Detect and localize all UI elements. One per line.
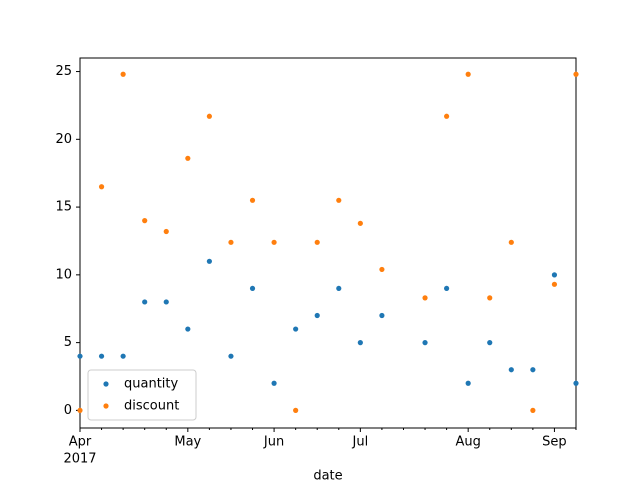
- data-point: [573, 71, 579, 77]
- data-point: [98, 353, 105, 359]
- data-point: [530, 367, 536, 373]
- data-point: [249, 197, 256, 203]
- data-point: [314, 239, 320, 245]
- legend-label: quantity: [124, 377, 179, 392]
- data-point: [142, 299, 148, 305]
- x-year-label: 2017: [63, 452, 96, 467]
- data-point: [206, 258, 212, 264]
- y-tick-label: 0: [64, 403, 72, 418]
- data-point: [314, 312, 320, 319]
- data-point: [336, 197, 342, 203]
- x-tick-label: Jul: [352, 435, 369, 450]
- legend-marker: [103, 381, 109, 387]
- data-point: [293, 407, 299, 413]
- data-point: [465, 71, 471, 77]
- y-tick-label: 15: [55, 200, 72, 215]
- data-point: [573, 380, 579, 386]
- x-tick-label: Aug: [455, 435, 480, 450]
- data-point: [142, 218, 148, 224]
- data-point: [551, 281, 558, 287]
- data-point: [357, 220, 363, 226]
- data-point: [163, 228, 169, 235]
- data-point: [379, 312, 385, 319]
- data-point: [444, 285, 450, 292]
- y-tick-label: 20: [55, 132, 72, 147]
- x-axis-label: date: [313, 469, 342, 480]
- data-point: [508, 239, 514, 245]
- data-point: [487, 340, 493, 346]
- data-point: [185, 326, 191, 332]
- legend-label: discount: [124, 399, 179, 414]
- data-point: [228, 239, 234, 245]
- data-point: [293, 326, 299, 332]
- data-point: [357, 340, 363, 346]
- data-point: [120, 353, 126, 359]
- data-point: [551, 272, 558, 278]
- data-point: [336, 285, 342, 292]
- data-point: [530, 407, 536, 413]
- legend-box: [87, 369, 197, 421]
- data-point: [163, 299, 169, 305]
- data-point: [185, 155, 191, 161]
- data-point: [422, 295, 428, 301]
- axes-frame: [79, 57, 577, 429]
- legend-marker: [103, 403, 109, 409]
- data-point: [271, 380, 277, 386]
- y-tick-label: 5: [64, 335, 72, 350]
- data-point: [77, 407, 83, 413]
- y-tick-label: 10: [55, 267, 72, 282]
- data-point: [465, 380, 471, 386]
- data-point: [271, 239, 277, 245]
- data-point: [487, 295, 493, 301]
- data-point: [379, 266, 385, 273]
- data-point: [228, 353, 234, 359]
- data-point: [206, 113, 212, 119]
- data-point: [508, 367, 514, 373]
- x-tick-label: Jun: [263, 435, 284, 450]
- x-tick-label: Sep: [542, 435, 567, 450]
- data-point: [444, 113, 450, 119]
- x-tick-label: Apr: [69, 435, 92, 450]
- data-point: [98, 184, 105, 190]
- data-point: [422, 340, 428, 346]
- x-tick-label: May: [174, 435, 201, 450]
- data-point: [120, 71, 126, 77]
- data-point: [77, 353, 83, 359]
- y-tick-label: 25: [55, 64, 72, 79]
- data-point: [249, 285, 256, 292]
